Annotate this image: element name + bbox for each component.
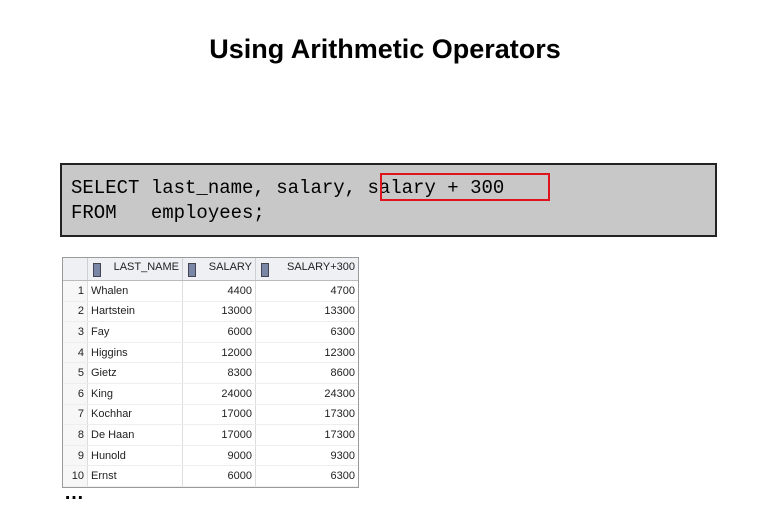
last-name-cell: Hunold — [87, 445, 183, 467]
sort-icon[interactable] — [261, 263, 269, 277]
row-number: 8 — [63, 424, 88, 446]
sql-line-2: FROM employees; — [71, 202, 265, 224]
row-number-header — [63, 258, 88, 281]
salary-cell: 6000 — [182, 321, 256, 343]
header-row: LAST_NAME SALARY SALARY+300 — [63, 258, 358, 281]
slide-title: Using Arithmetic Operators — [209, 34, 561, 64]
last-name-cell: Hartstein — [87, 301, 183, 323]
table-row[interactable]: 1 Whalen 4400 4700 — [63, 280, 358, 302]
salary-plus-300-cell: 6300 — [255, 321, 358, 343]
salary-plus-300-cell: 17300 — [255, 404, 358, 426]
salary-plus-300-cell: 9300 — [255, 445, 358, 467]
table-row[interactable]: 10 Ernst 6000 6300 — [63, 465, 358, 487]
table-row[interactable]: 6 King 24000 24300 — [63, 383, 358, 405]
row-number: 5 — [63, 362, 88, 384]
row-number: 3 — [63, 321, 88, 343]
column-header-salary[interactable]: SALARY — [182, 258, 256, 281]
row-number: 6 — [63, 383, 88, 405]
sql-select-clause: SELECT last_name, salary, — [71, 177, 368, 199]
table-row[interactable]: 9 Hunold 9000 9300 — [63, 445, 358, 467]
salary-cell: 17000 — [182, 424, 256, 446]
salary-plus-300-cell: 12300 — [255, 342, 358, 364]
sql-highlighted-expression: salary + 300 — [367, 177, 505, 199]
results-grid: LAST_NAME SALARY SALARY+300 1 Whalen 4400 4… — [62, 257, 359, 488]
sql-code-box: SELECT last_name, salary, salary + 300 F… — [60, 163, 717, 237]
last-name-cell: Ernst — [87, 465, 183, 487]
last-name-cell: Kochhar — [87, 404, 183, 426]
highlight-box — [380, 173, 550, 201]
sql-line-1: SELECT last_name, salary, salary + 300 — [71, 177, 504, 199]
column-header-salary-plus-300[interactable]: SALARY+300 — [255, 258, 358, 281]
salary-cell: 13000 — [182, 301, 256, 323]
row-number: 9 — [63, 445, 88, 467]
table-row[interactable]: 3 Fay 6000 6300 — [63, 321, 358, 343]
table-row[interactable]: 5 Gietz 8300 8600 — [63, 362, 358, 384]
row-number: 10 — [63, 465, 88, 487]
table-row[interactable]: 7 Kochhar 17000 17300 — [63, 404, 358, 426]
salary-cell: 4400 — [182, 280, 256, 302]
last-name-cell: De Haan — [87, 424, 183, 446]
salary-plus-300-cell: 6300 — [255, 465, 358, 487]
salary-cell: 6000 — [182, 465, 256, 487]
table-row[interactable]: 2 Hartstein 13000 13300 — [63, 301, 358, 323]
row-number: 7 — [63, 404, 88, 426]
salary-cell: 24000 — [182, 383, 256, 405]
salary-cell: 8300 — [182, 362, 256, 384]
salary-plus-300-cell: 17300 — [255, 424, 358, 446]
last-name-cell: Whalen — [87, 280, 183, 302]
table-row[interactable]: 4 Higgins 12000 12300 — [63, 342, 358, 364]
salary-cell: 9000 — [182, 445, 256, 467]
salary-plus-300-cell: 8600 — [255, 362, 358, 384]
last-name-cell: Higgins — [87, 342, 183, 364]
last-name-cell: King — [87, 383, 183, 405]
salary-plus-300-cell: 13300 — [255, 301, 358, 323]
sort-icon[interactable] — [188, 263, 196, 277]
row-number: 1 — [63, 280, 88, 302]
column-header-last-name[interactable]: LAST_NAME — [87, 258, 183, 281]
last-name-cell: Gietz — [87, 362, 183, 384]
salary-cell: 12000 — [182, 342, 256, 364]
salary-cell: 17000 — [182, 404, 256, 426]
last-name-cell: Fay — [87, 321, 183, 343]
more-rows-ellipsis: … — [64, 482, 85, 504]
row-number: 4 — [63, 342, 88, 364]
salary-plus-300-cell: 4700 — [255, 280, 358, 302]
sort-icon[interactable] — [93, 263, 101, 277]
row-number: 2 — [63, 301, 88, 323]
table-row[interactable]: 8 De Haan 17000 17300 — [63, 424, 358, 446]
salary-plus-300-cell: 24300 — [255, 383, 358, 405]
